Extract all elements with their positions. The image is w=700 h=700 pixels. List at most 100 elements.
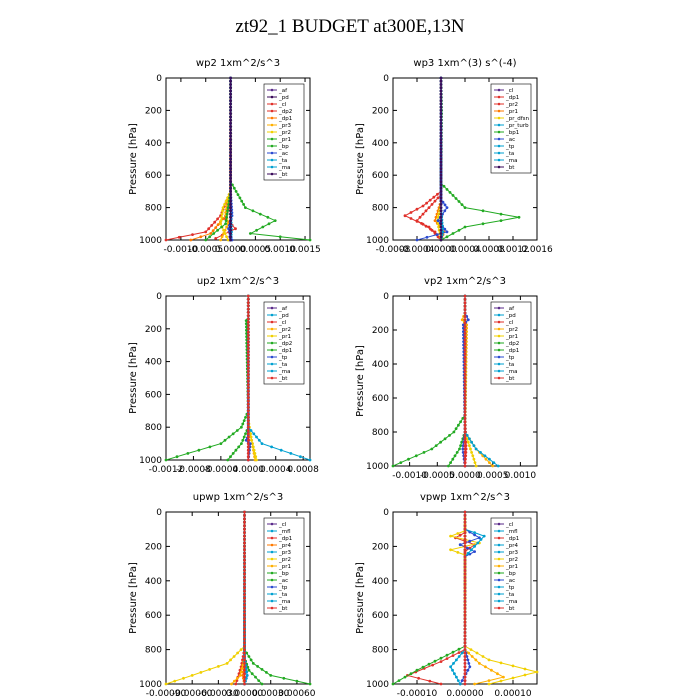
data-point [229, 215, 233, 219]
data-point [463, 379, 467, 383]
data-point [229, 173, 233, 177]
x-tick-label: 0.0000 [425, 245, 457, 255]
y-tick-label: 400 [372, 360, 389, 370]
data-point [463, 524, 467, 528]
legend-marker [270, 130, 274, 134]
data-point [468, 444, 471, 447]
legend-marker [497, 362, 501, 366]
data-point [244, 432, 247, 436]
legend-label: _ta [278, 362, 287, 368]
data-point [434, 444, 438, 447]
data-point [442, 184, 446, 188]
legend-label: _bp [505, 571, 516, 577]
y-axis-label: Pressure [hPa] [128, 342, 139, 414]
data-point [473, 550, 476, 553]
data-point [229, 131, 233, 135]
data-point [219, 238, 223, 242]
data-point [243, 555, 246, 559]
data-point [229, 96, 233, 99]
data-point [197, 448, 201, 452]
data-point [226, 238, 230, 242]
x-tick-label: 0.0000 [233, 465, 265, 475]
data-point [456, 532, 460, 535]
legend-box [490, 83, 532, 174]
legend-marker [497, 592, 501, 596]
data-point [243, 527, 246, 531]
legend-label: _bp [278, 571, 289, 577]
data-point [471, 454, 475, 458]
data-point [229, 225, 233, 229]
x-tick-label: 0.00000 [446, 689, 483, 699]
data-point [425, 201, 428, 205]
data-point [523, 667, 527, 671]
data-point [229, 160, 233, 164]
data-point [463, 514, 467, 517]
data-point [439, 99, 443, 103]
data-point [491, 464, 495, 468]
data-point [436, 219, 440, 223]
data-point [484, 665, 487, 669]
data-point [246, 337, 250, 340]
legend-marker [497, 130, 501, 134]
data-point [418, 215, 422, 219]
data-point [469, 648, 473, 651]
data-point [246, 317, 250, 321]
data-point [246, 458, 250, 462]
data-point [463, 315, 467, 318]
data-point [470, 451, 473, 454]
data-point [430, 447, 434, 451]
data-point [470, 440, 473, 444]
data-point [255, 228, 258, 232]
legend-marker [497, 320, 501, 324]
data-point [463, 627, 467, 631]
data-point [229, 83, 233, 86]
data-point [246, 347, 250, 350]
data-point [439, 157, 443, 161]
data-point [463, 206, 467, 210]
data-point [496, 672, 499, 676]
data-point [439, 170, 443, 174]
data-point [240, 667, 244, 670]
x-tick-label: 0.0004 [449, 245, 481, 255]
data-point [289, 452, 293, 455]
data-point [241, 663, 245, 667]
data-point [481, 222, 485, 226]
panel-3: up2 1xm^2/s^3 Pressure [hPa] 0 200 400 600 800… [128, 276, 319, 475]
legend-label: _pr_dfsn [505, 116, 530, 122]
data-point [246, 402, 250, 406]
x-tick-label: 0.0000 [215, 245, 247, 255]
legend-label: _bt [505, 606, 515, 612]
data-point [456, 679, 460, 682]
data-point [459, 444, 462, 447]
legend-marker [497, 88, 501, 92]
legend-label: _pr3 [505, 550, 519, 556]
data-point [421, 665, 425, 669]
data-point [229, 99, 233, 103]
data-point [487, 682, 491, 686]
data-point [234, 448, 238, 452]
data-point [229, 144, 233, 148]
data-point [463, 420, 467, 424]
y-tick-label: 0 [383, 508, 389, 518]
series-line [165, 296, 249, 461]
data-point [422, 451, 426, 454]
data-point [439, 235, 443, 239]
data-point [246, 314, 250, 318]
data-point [251, 445, 255, 449]
data-point [473, 533, 476, 537]
y-tick-label: 600 [145, 390, 162, 400]
data-point [256, 665, 259, 668]
data-point [246, 334, 250, 337]
data-point [463, 461, 467, 464]
data-point [204, 230, 208, 234]
data-point [246, 376, 250, 380]
data-point [243, 593, 246, 596]
legend-label: _pr3 [278, 550, 292, 556]
data-point [502, 675, 505, 679]
legend-marker [270, 362, 274, 366]
data-point [173, 679, 177, 683]
y-tick-label: 400 [372, 139, 389, 149]
data-point [463, 624, 467, 627]
x-tick-label: 0.00030 [252, 689, 289, 699]
data-point [463, 457, 467, 461]
